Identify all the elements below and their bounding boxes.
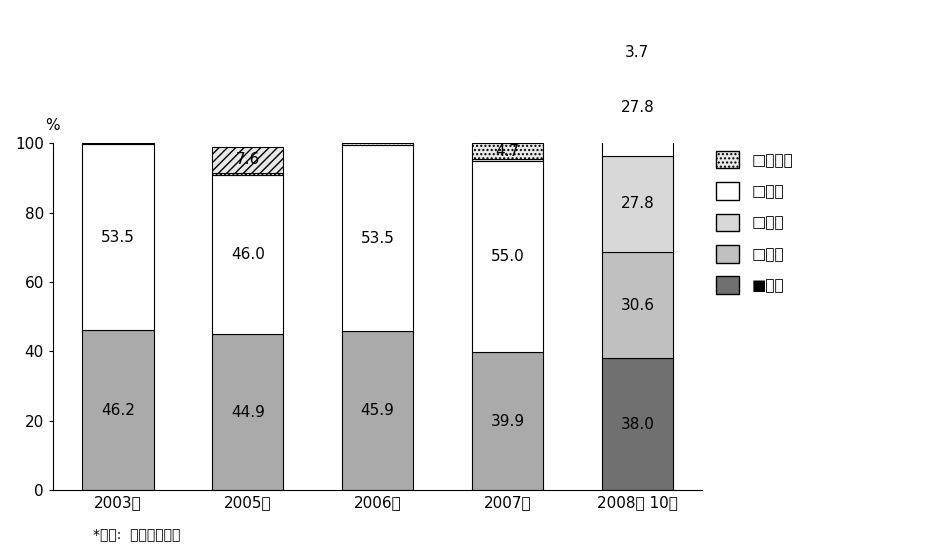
Text: 30.6: 30.6 xyxy=(620,298,655,313)
Text: %: % xyxy=(46,118,60,133)
Text: 4.7: 4.7 xyxy=(496,144,520,159)
Text: 45.9: 45.9 xyxy=(361,403,394,418)
Text: 3.7: 3.7 xyxy=(625,45,649,60)
Text: 39.9: 39.9 xyxy=(490,414,525,428)
Bar xyxy=(212,174,284,334)
Bar xyxy=(342,143,413,146)
Text: 7.6: 7.6 xyxy=(235,152,259,167)
Text: 53.5: 53.5 xyxy=(101,230,135,245)
Bar xyxy=(472,161,543,352)
Text: 55.0: 55.0 xyxy=(491,249,525,264)
Bar xyxy=(82,330,153,490)
Legend: □필리핀, □미국, □중국, □일본, ■독일: □필리핀, □미국, □중국, □일본, ■독일 xyxy=(716,151,793,294)
Bar xyxy=(212,334,284,490)
Text: 46.2: 46.2 xyxy=(101,403,135,417)
Bar xyxy=(212,147,284,173)
Bar xyxy=(472,160,543,161)
Bar xyxy=(472,143,543,160)
Text: 53.5: 53.5 xyxy=(361,231,394,246)
Bar xyxy=(212,173,284,174)
Text: 38.0: 38.0 xyxy=(620,417,655,432)
Bar xyxy=(342,331,413,490)
Bar xyxy=(602,252,673,358)
Bar xyxy=(82,144,153,330)
Text: *자료:  한국무역협회: *자료: 한국무역협회 xyxy=(93,527,180,542)
Text: 27.8: 27.8 xyxy=(620,100,655,115)
Text: 46.0: 46.0 xyxy=(231,247,265,262)
Bar xyxy=(602,46,673,59)
Bar xyxy=(602,59,673,156)
Bar xyxy=(342,146,413,331)
Text: 27.8: 27.8 xyxy=(620,196,655,211)
Bar xyxy=(472,352,543,490)
Bar xyxy=(602,156,673,252)
Bar xyxy=(602,358,673,490)
Text: 44.9: 44.9 xyxy=(231,405,265,420)
Bar xyxy=(82,143,153,144)
